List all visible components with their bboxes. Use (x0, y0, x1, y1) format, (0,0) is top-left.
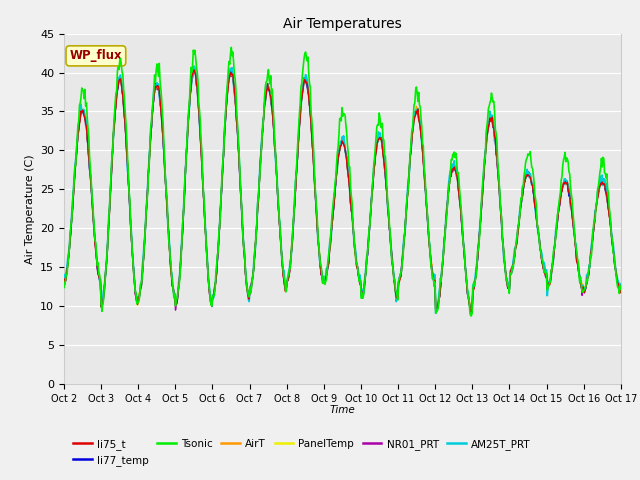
X-axis label: Time: Time (330, 405, 355, 415)
Legend: li75_t, li77_temp, Tsonic, AirT, PanelTemp, NR01_PRT, AM25T_PRT: li75_t, li77_temp, Tsonic, AirT, PanelTe… (69, 435, 534, 470)
Title: Air Temperatures: Air Temperatures (283, 17, 402, 31)
Text: WP_flux: WP_flux (70, 49, 122, 62)
Y-axis label: Air Temperature (C): Air Temperature (C) (24, 154, 35, 264)
